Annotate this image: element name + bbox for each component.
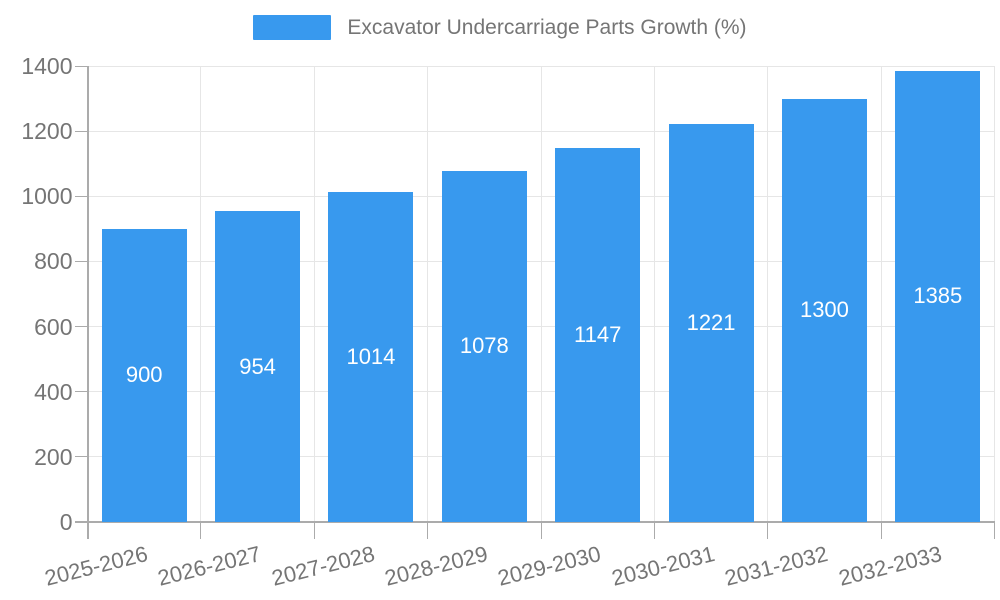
- x-gridline: [994, 66, 995, 522]
- x-gridline: [200, 66, 202, 522]
- bar-value-label: 1078: [459, 333, 509, 359]
- x-axis-tick: [880, 522, 882, 539]
- y-axis-line: [86, 66, 89, 539]
- bar[interactable]: 954: [215, 211, 301, 522]
- x-gridline: [427, 66, 429, 522]
- x-axis-tick: [994, 522, 995, 539]
- bar[interactable]: 1385: [895, 70, 981, 522]
- x-axis-line: [74, 521, 995, 523]
- x-axis-tick: [200, 522, 202, 539]
- bar[interactable]: 1221: [668, 124, 754, 522]
- x-gridline: [540, 66, 542, 522]
- x-axis-tick: [540, 522, 542, 539]
- x-gridline: [880, 66, 882, 522]
- x-axis-tick: [427, 522, 429, 539]
- x-gridline: [767, 66, 769, 522]
- x-axis-label: 2030-2031: [608, 541, 718, 591]
- y-axis-tick: [74, 456, 88, 458]
- bar-value-label: 1385: [913, 283, 963, 309]
- y-axis-tick: [74, 391, 88, 393]
- bar-value-label: 1147: [574, 322, 622, 348]
- y-axis-tick: [74, 260, 88, 262]
- y-axis-tick: [74, 195, 88, 197]
- x-axis-label: 2025-2026: [42, 541, 151, 591]
- y-axis-label: 1200: [21, 118, 73, 145]
- legend-swatch[interactable]: [253, 15, 332, 40]
- y-axis-label: 1400: [21, 53, 73, 79]
- y-axis-label: 400: [34, 378, 73, 405]
- x-axis-label: 2028-2029: [382, 541, 491, 591]
- x-axis-label: 2027-2028: [268, 541, 377, 591]
- x-axis-label: 2026-2027: [155, 541, 264, 591]
- legend-label[interactable]: Excavator Undercarriage Parts Growth (%): [347, 15, 747, 39]
- bar[interactable]: 1014: [328, 191, 414, 522]
- bar[interactable]: 900: [101, 228, 187, 522]
- bar-value-label: 900: [125, 362, 163, 388]
- y-axis-label: 0: [59, 509, 73, 535]
- bar[interactable]: 1147: [555, 148, 641, 522]
- y-axis-label: 200: [34, 443, 73, 470]
- y-axis-tick: [74, 130, 88, 132]
- legend: Excavator Undercarriage Parts Growth (%): [0, 15, 1000, 40]
- y-axis-label: 800: [34, 248, 73, 275]
- y-axis-tick: [74, 65, 88, 67]
- x-axis-tick: [313, 522, 315, 539]
- bar[interactable]: 1300: [781, 98, 867, 522]
- x-axis-tick: [653, 522, 655, 539]
- x-gridline: [653, 66, 655, 522]
- x-axis-label: 2032-2033: [835, 541, 944, 591]
- y-axis-label: 600: [34, 313, 73, 340]
- bar-value-label: 1014: [346, 343, 396, 369]
- bar-value-label: 954: [239, 353, 276, 379]
- x-axis-label: 2029-2030: [495, 541, 604, 591]
- y-axis-tick: [74, 326, 88, 328]
- x-axis-tick: [767, 522, 769, 539]
- bar-value-label: 1300: [799, 297, 849, 323]
- x-gridline: [313, 66, 315, 522]
- x-axis-label: 2031-2032: [722, 541, 831, 591]
- y-axis-label: 1000: [21, 183, 73, 210]
- bar[interactable]: 1078: [441, 170, 527, 522]
- bar-value-label: 1221: [686, 310, 736, 336]
